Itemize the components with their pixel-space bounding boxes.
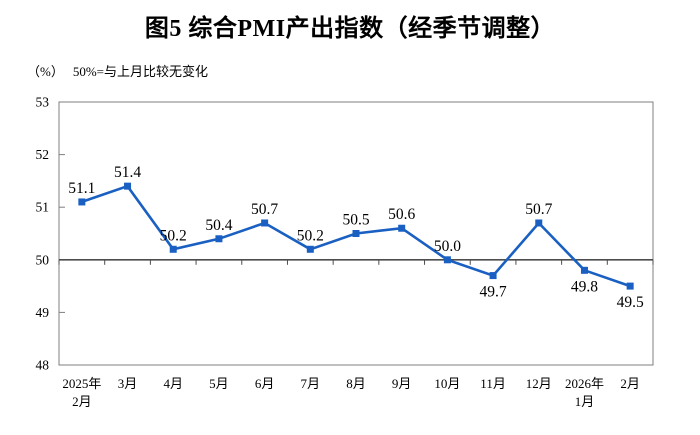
data-point-marker bbox=[626, 282, 634, 290]
data-point-label: 50.5 bbox=[342, 212, 369, 229]
data-point-marker bbox=[215, 235, 223, 243]
x-axis-label: 4月 bbox=[163, 376, 183, 391]
data-point-label: 50.7 bbox=[525, 201, 552, 218]
data-point-marker bbox=[261, 219, 269, 227]
x-axis-label: 6月 bbox=[255, 376, 275, 391]
data-point-marker bbox=[443, 256, 451, 264]
y-axis-tick-label: 51 bbox=[36, 200, 50, 215]
x-axis-label: 9月 bbox=[392, 376, 412, 391]
data-point-label: 51.4 bbox=[114, 164, 141, 181]
data-point-marker bbox=[169, 245, 177, 253]
x-axis-label: 1月 bbox=[575, 394, 595, 409]
unit-label: （%） bbox=[27, 64, 64, 79]
x-axis-label: 10月 bbox=[434, 376, 460, 391]
data-point-label: 50.0 bbox=[434, 238, 461, 255]
reference-note: 50%=与上月比较无变化 bbox=[72, 64, 209, 79]
data-point-marker bbox=[580, 266, 588, 274]
x-axis-label: 2025年 bbox=[62, 376, 101, 391]
y-axis-tick-label: 52 bbox=[36, 147, 50, 162]
y-axis-tick-label: 50 bbox=[36, 252, 50, 267]
y-axis-tick-label: 53 bbox=[36, 95, 50, 110]
data-point-marker bbox=[398, 224, 406, 232]
data-point-label: 51.1 bbox=[68, 180, 95, 197]
axis-unit-note: （%） 50%=与上月比较无变化 bbox=[27, 61, 208, 80]
x-axis-label: 2月 bbox=[620, 376, 640, 391]
data-point-marker bbox=[124, 182, 132, 190]
data-point-marker bbox=[489, 272, 497, 280]
x-axis-label: 2月 bbox=[72, 394, 92, 409]
chart-title: 图5 综合PMI产出指数（经季节调整） bbox=[144, 16, 556, 42]
plot-border bbox=[58, 101, 654, 366]
x-axis-label: 12月 bbox=[526, 376, 552, 391]
data-point-marker bbox=[306, 245, 314, 253]
x-axis-label: 8月 bbox=[346, 376, 366, 391]
data-point-label: 50.7 bbox=[251, 201, 278, 218]
data-point-label: 50.2 bbox=[160, 227, 187, 244]
data-point-label: 50.4 bbox=[205, 217, 232, 234]
x-axis-label: 11月 bbox=[480, 376, 506, 391]
data-point-marker bbox=[535, 219, 543, 227]
data-point-label: 50.6 bbox=[388, 206, 415, 223]
data-point-label: 49.5 bbox=[617, 294, 644, 311]
data-point-label: 49.8 bbox=[571, 278, 598, 295]
data-point-marker bbox=[78, 198, 86, 206]
x-axis-label: 5月 bbox=[209, 376, 229, 391]
x-axis-label: 7月 bbox=[301, 376, 321, 391]
x-axis-label: 2026年 bbox=[565, 376, 604, 391]
data-point-label: 50.2 bbox=[297, 227, 324, 244]
data-point-marker bbox=[352, 230, 360, 237]
y-axis-tick-label: 49 bbox=[36, 305, 50, 320]
y-axis-tick-label: 48 bbox=[36, 358, 50, 373]
x-axis-label: 3月 bbox=[118, 376, 138, 391]
data-point-label: 49.7 bbox=[480, 284, 507, 301]
